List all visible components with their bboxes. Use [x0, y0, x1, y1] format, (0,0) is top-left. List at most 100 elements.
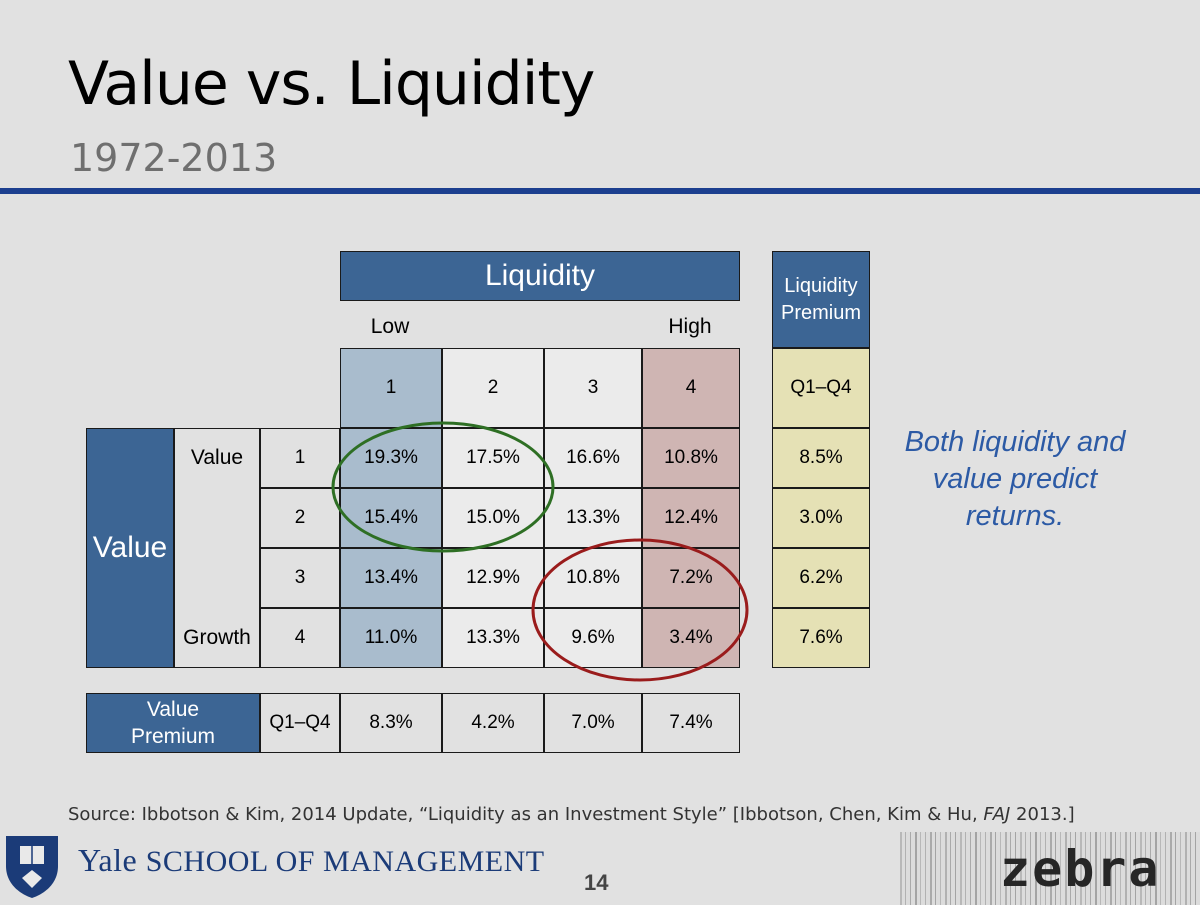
zebra-stripe: [920, 832, 921, 905]
zebra-stripe: [1115, 832, 1116, 905]
zebra-stripe: [900, 832, 902, 905]
zebra-logo: zebra: [1000, 840, 1161, 898]
liquidity-premium-cell: 6.2%: [772, 548, 870, 608]
zebra-stripes-icon: [900, 832, 1200, 905]
return-cell: 13.3%: [544, 488, 642, 548]
zebra-stripe: [1150, 832, 1151, 905]
yale-logo-text: Yale SCHOOL OF MANAGEMENT: [78, 842, 545, 879]
return-cell: 13.3%: [442, 608, 544, 668]
zebra-stripe: [1140, 832, 1142, 905]
zebra-stripe: [1130, 832, 1131, 905]
zebra-stripe: [1105, 832, 1106, 905]
zebra-stripe: [940, 832, 941, 905]
zebra-stripe: [905, 832, 906, 905]
source-text: Source: Ibbotson & Kim, 2014 Update, “Li…: [68, 804, 984, 825]
return-cell: 16.6%: [544, 428, 642, 488]
return-cell: 10.8%: [642, 428, 740, 488]
zebra-stripe: [985, 832, 986, 905]
school-wordmark: SCHOOL OF MANAGEMENT: [145, 845, 545, 878]
zebra-stripe: [1120, 832, 1121, 905]
zebra-stripe: [990, 832, 992, 905]
high-label: High: [668, 315, 712, 338]
zebra-stripe: [1190, 832, 1191, 905]
value-bottom-label: Growth: [183, 626, 251, 649]
value-premium-sub: Q1–Q4: [260, 693, 340, 753]
return-cell: 17.5%: [442, 428, 544, 488]
zebra-stripe: [1065, 832, 1067, 905]
slide-title: Value vs. Liquidity: [68, 49, 595, 119]
zebra-stripe: [975, 832, 977, 905]
zebra-stripe: [1100, 832, 1101, 905]
zebra-stripe: [1080, 832, 1082, 905]
liquidity-quartile-1: 1: [340, 348, 442, 428]
zebra-stripe: [1045, 832, 1046, 905]
zebra-stripe: [935, 832, 936, 905]
zebra-stripes: [900, 832, 1196, 905]
return-cell: 11.0%: [340, 608, 442, 668]
zebra-stripe: [1180, 832, 1181, 905]
return-cell: 13.4%: [340, 548, 442, 608]
return-cell: 7.2%: [642, 548, 740, 608]
zebra-stripe: [1035, 832, 1037, 905]
liquidity-quartile-2: 2: [442, 348, 544, 428]
zebra-stripe: [965, 832, 966, 905]
zebra-stripe: [1010, 832, 1011, 905]
source-year: 2013.]: [1010, 804, 1075, 825]
zebra-stripe: [960, 832, 962, 905]
zebra-stripe: [1160, 832, 1161, 905]
return-cell: 15.4%: [340, 488, 442, 548]
zebra-stripe: [1095, 832, 1097, 905]
zebra-stripe: [1110, 832, 1112, 905]
value-quartile-2: 2: [260, 488, 340, 548]
zebra-stripe: [1030, 832, 1031, 905]
return-cell: 12.4%: [642, 488, 740, 548]
zebra-stripe: [910, 832, 911, 905]
value-premium-cell: 7.0%: [544, 693, 642, 753]
zebra-stripe: [1135, 832, 1136, 905]
zebra-stripe: [1145, 832, 1146, 905]
value-quartile-1: 1: [260, 428, 340, 488]
zebra-stripe: [1050, 832, 1052, 905]
value-premium-header: Value Premium: [86, 693, 260, 753]
source-citation: Source: Ibbotson & Kim, 2014 Update, “Li…: [68, 804, 1075, 825]
zebra-stripe: [1070, 832, 1071, 905]
liquidity-premium-cell: 3.0%: [772, 488, 870, 548]
zebra-stripe: [950, 832, 951, 905]
return-cell: 9.6%: [544, 608, 642, 668]
zebra-stripe: [915, 832, 917, 905]
zebra-stripe: [970, 832, 971, 905]
yale-wordmark: Yale: [78, 842, 138, 878]
zebra-stripe: [925, 832, 926, 905]
liquidity-premium-cell: 8.5%: [772, 428, 870, 488]
value-premium-cell: 7.4%: [642, 693, 740, 753]
liquidity-quartile-3: 3: [544, 348, 642, 428]
annotation-note: Both liquidity and value predict returns…: [904, 426, 1126, 532]
zebra-stripe: [1155, 832, 1157, 905]
value-label-column: [174, 428, 260, 668]
value-premium-cell: 4.2%: [442, 693, 544, 753]
zebra-stripe: [1170, 832, 1172, 905]
return-cell: 3.4%: [642, 608, 740, 668]
zebra-stripe: [1195, 832, 1196, 905]
return-cell: 15.0%: [442, 488, 544, 548]
value-header: Value: [86, 428, 174, 668]
return-cell: 10.8%: [544, 548, 642, 608]
title-divider: [0, 188, 1200, 194]
zebra-stripe: [1085, 832, 1086, 905]
slide-subtitle: 1972-2013: [70, 136, 278, 180]
zebra-stripe: [1025, 832, 1026, 905]
zebra-stripe: [1185, 832, 1187, 905]
value-quartile-3: 3: [260, 548, 340, 608]
return-cell: 19.3%: [340, 428, 442, 488]
zebra-stripe: [1090, 832, 1091, 905]
zebra-stripe: [1060, 832, 1061, 905]
value-quartile-4: 4: [260, 608, 340, 668]
zebra-stripe: [1125, 832, 1127, 905]
zebra-stripe: [980, 832, 981, 905]
liquidity-header: Liquidity: [340, 251, 740, 301]
zebra-stripe: [1000, 832, 1001, 905]
yale-shield-icon: [6, 836, 58, 898]
value-premium-cell: 8.3%: [340, 693, 442, 753]
zebra-stripe: [1055, 832, 1056, 905]
